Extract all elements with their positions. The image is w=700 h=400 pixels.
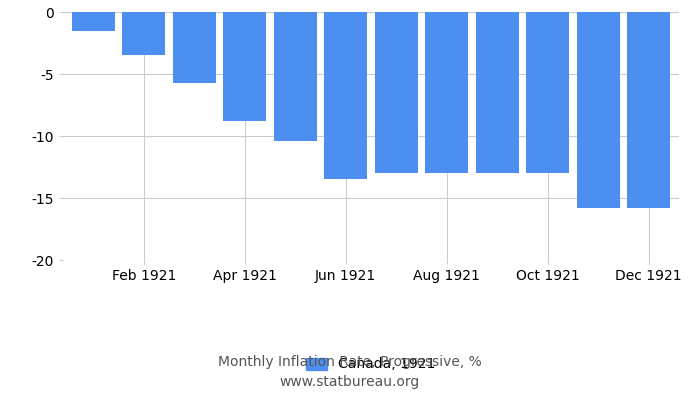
Bar [72,12,115,31]
Bar [577,12,620,208]
Bar [173,12,216,83]
Text: www.statbureau.org: www.statbureau.org [280,375,420,389]
Bar [374,12,418,173]
Bar [223,12,266,121]
Bar [122,12,165,55]
Bar [324,12,368,179]
Bar [426,12,468,173]
Bar [627,12,670,208]
Legend: Canada, 1921: Canada, 1921 [301,352,441,377]
Bar [526,12,569,173]
Text: Monthly Inflation Rate, Progressive, %: Monthly Inflation Rate, Progressive, % [218,355,482,369]
Bar [476,12,519,173]
Bar [274,12,316,141]
